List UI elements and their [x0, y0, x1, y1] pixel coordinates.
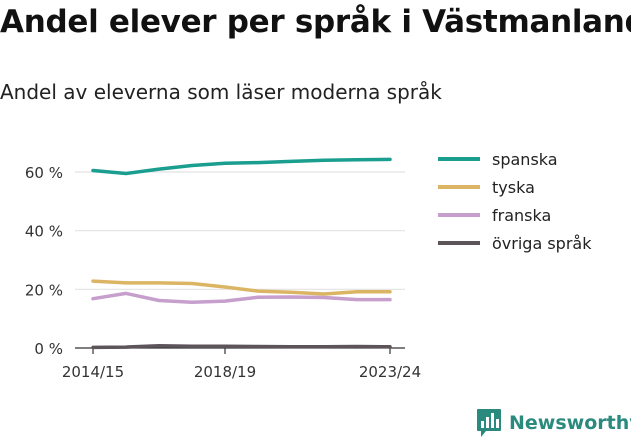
y-axis: 0 % 20 % 40 % 60 % — [25, 164, 63, 358]
legend: spanska tyska franska övriga språk — [438, 150, 592, 253]
legend-label: spanska — [492, 150, 558, 169]
y-tick-label: 60 % — [25, 164, 63, 182]
legend-label: övriga språk — [492, 234, 592, 253]
grid-lines — [75, 171, 405, 290]
series-line-övriga-språk — [91, 343, 392, 350]
x-tick-label: 2023/24 — [359, 363, 421, 381]
legend-label: franska — [492, 206, 551, 225]
legend-label: tyska — [492, 178, 535, 197]
x-tick-label: 2014/15 — [62, 363, 124, 381]
chart-subtitle: Andel av eleverna som läser moderna språ… — [0, 80, 442, 104]
series-line-spanska — [91, 157, 392, 176]
newsworthy-logo: Newsworthy — [476, 408, 631, 438]
series-line-franska — [91, 291, 392, 304]
y-tick-label: 20 % — [25, 281, 63, 299]
x-tick-label: 2018/19 — [194, 363, 256, 381]
bar-chart-speech-bubble-icon — [477, 409, 501, 437]
y-tick-label: 40 % — [25, 223, 63, 241]
series-lines — [91, 157, 392, 350]
chart-title: Andel elever per språk i Västmanland — [0, 4, 631, 40]
brand-name: Newsworthy — [509, 412, 631, 434]
x-axis: 2014/15 2018/19 2023/24 — [62, 347, 421, 381]
y-tick-label: 0 % — [34, 340, 63, 358]
series-line-tyska — [91, 279, 392, 296]
